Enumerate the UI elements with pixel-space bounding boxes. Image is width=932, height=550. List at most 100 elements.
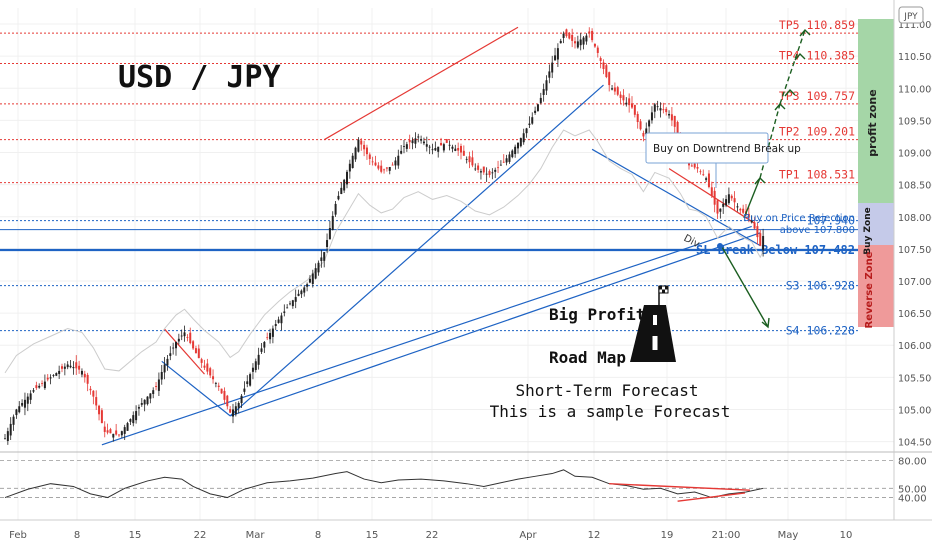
candle-body-217 xyxy=(622,95,625,101)
rsi-red-trend-upper xyxy=(609,482,751,491)
candle-body-88 xyxy=(254,361,257,371)
forecast-arrow-up-3 xyxy=(779,29,806,105)
candle-body-139 xyxy=(400,150,403,154)
candle-body-91 xyxy=(263,342,266,348)
candle-body-57 xyxy=(166,358,169,366)
forecast-line2: This is a sample Forecast xyxy=(490,402,731,421)
candle-body-177 xyxy=(508,154,511,162)
candle-body-178 xyxy=(511,150,514,158)
candle-body-212 xyxy=(608,72,611,86)
level-label-8: S4 106.228 xyxy=(786,324,855,338)
candle-body-102 xyxy=(294,297,297,302)
candle-body-174 xyxy=(499,164,502,166)
candle-body-19 xyxy=(58,370,61,374)
forecast-arrow-up-2 xyxy=(759,103,781,179)
candle-body-0 xyxy=(4,438,6,440)
candle-body-188 xyxy=(539,97,542,103)
moving-average xyxy=(4,129,764,374)
candle-body-112 xyxy=(323,252,326,261)
candle-body-23 xyxy=(69,365,72,368)
x-tick-7: 22 xyxy=(426,530,439,541)
feb-blue-down xyxy=(161,360,231,417)
candle-body-204 xyxy=(585,35,588,42)
candle-body-79 xyxy=(229,409,232,413)
candle-body-33 xyxy=(98,405,101,415)
x-tick-11: 21:00 xyxy=(712,530,741,541)
level-label-6: SL Break Below 107.482 xyxy=(696,243,855,257)
symbol-badge: JPY xyxy=(898,6,924,24)
candle-body-69 xyxy=(200,359,203,363)
candle-body-163 xyxy=(468,156,471,163)
candle-body-245 xyxy=(702,174,705,176)
candle-body-209 xyxy=(599,58,602,61)
annotations: USD / JPY Buy on Downtrend Break up Buy … xyxy=(118,6,924,421)
candle-body-124 xyxy=(357,139,360,152)
candle-body-10 xyxy=(32,390,35,392)
candle-body-48 xyxy=(140,403,143,405)
candle-body-110 xyxy=(317,262,320,273)
candle-body-114 xyxy=(328,228,331,240)
candle-body-93 xyxy=(269,333,272,340)
rsi-tick-0: 80.00 xyxy=(898,457,927,468)
candle-body-223 xyxy=(639,121,642,130)
candle-body-242 xyxy=(693,163,696,168)
candle-body-155 xyxy=(445,139,448,143)
candle-body-108 xyxy=(311,273,314,284)
buy-zone-band xyxy=(858,203,894,245)
candle-body-215 xyxy=(616,87,619,95)
candle-body-181 xyxy=(519,138,522,147)
candle-body-118 xyxy=(340,187,343,195)
candle-body-9 xyxy=(29,393,32,400)
candle-body-233 xyxy=(668,113,671,116)
candle-body-213 xyxy=(611,88,614,90)
candle-body-6 xyxy=(21,403,24,406)
candle-body-127 xyxy=(365,147,368,155)
candle-body-78 xyxy=(226,395,229,407)
x-tick-3: 22 xyxy=(194,530,207,541)
rejection-note-line1: Buy on Price Rejection xyxy=(743,213,855,224)
zone-labels: profit zone Buy Zone Reverse Zone xyxy=(863,89,879,328)
candle-body-111 xyxy=(320,257,323,262)
candle-body-41 xyxy=(120,431,123,436)
candle-body-210 xyxy=(602,62,605,70)
candle-body-265 xyxy=(759,233,762,246)
forecast-arrowhead-4 xyxy=(784,88,796,97)
candle-body-38 xyxy=(112,433,115,438)
candle-body-35 xyxy=(103,426,106,432)
candle-body-51 xyxy=(149,393,152,399)
candle-body-64 xyxy=(186,336,189,338)
candle-body-141 xyxy=(405,144,408,149)
rsi-line xyxy=(4,469,764,499)
candle-body-28 xyxy=(83,373,86,378)
road-map-label: Road Map xyxy=(549,348,626,367)
profit-zone-label: profit zone xyxy=(866,89,879,156)
candle-body-90 xyxy=(260,348,263,352)
candle-body-16 xyxy=(49,377,52,379)
candle-body-42 xyxy=(123,427,126,434)
candle-body-199 xyxy=(571,34,574,41)
y-tick-5: 108.500 xyxy=(898,181,932,192)
x-tick-8: Apr xyxy=(519,530,537,541)
candle-body-13 xyxy=(41,383,44,384)
candle-body-46 xyxy=(135,411,138,421)
candle-body-211 xyxy=(605,65,608,78)
candle-body-95 xyxy=(274,324,277,327)
candle-body-157 xyxy=(451,146,454,149)
time-axis: Feb 8 15 22 Mar 8 15 22 Apr 12 19 21:00 May 10 xyxy=(0,519,932,541)
candle-body-152 xyxy=(437,146,440,152)
candle-body-56 xyxy=(163,364,166,373)
candle-body-241 xyxy=(690,165,693,167)
y-tick-0: 111.000 xyxy=(898,20,932,31)
grid-lines xyxy=(0,8,894,520)
candle-body-202 xyxy=(579,39,582,46)
candle-body-231 xyxy=(662,109,665,111)
candle-body-244 xyxy=(699,171,702,173)
candle-body-256 xyxy=(733,198,736,203)
candle-body-73 xyxy=(212,376,215,380)
candle-body-173 xyxy=(497,167,500,169)
candle-body-158 xyxy=(454,148,457,151)
candle-body-234 xyxy=(670,114,673,121)
candle-body-62 xyxy=(180,335,183,337)
